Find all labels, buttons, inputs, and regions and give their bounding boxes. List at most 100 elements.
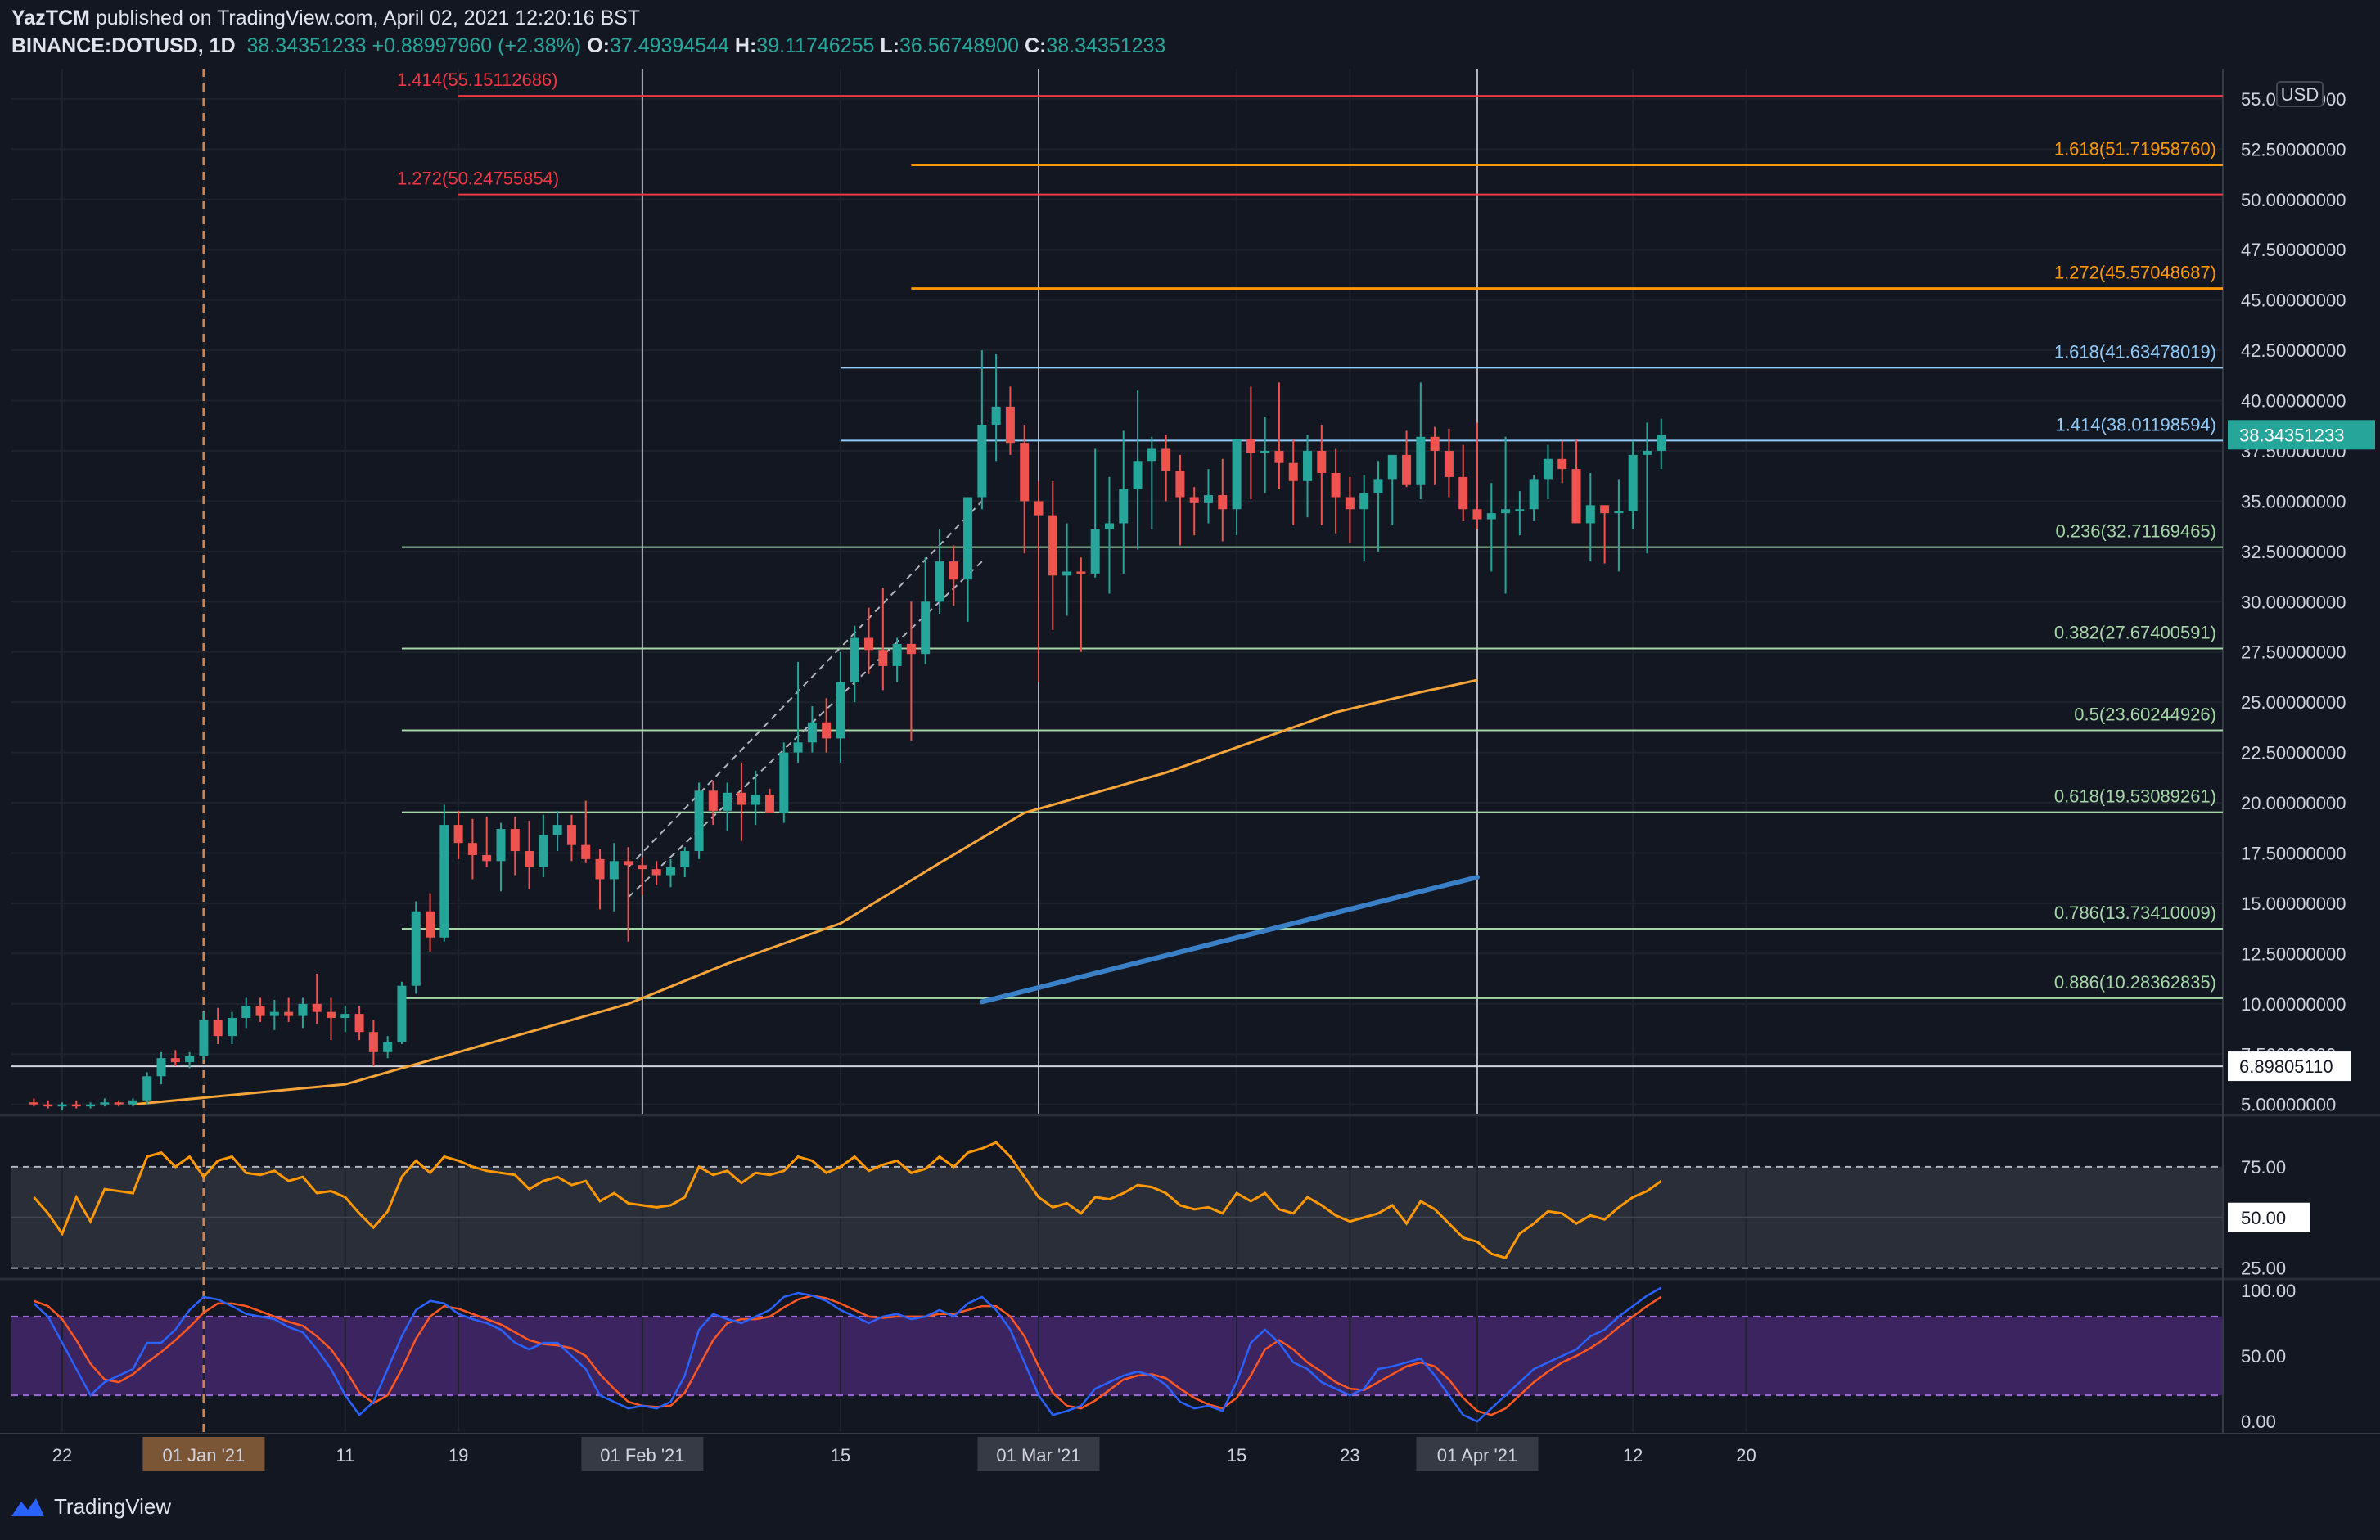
publish-info: YazTCM published on TradingView.com, Apr… (11, 7, 640, 30)
time-tick-label: 15 (831, 1445, 850, 1466)
chart-header: YazTCM published on TradingView.com, Apr… (0, 0, 2380, 64)
candle-body (1557, 458, 1567, 470)
candle-body (510, 829, 520, 852)
time-tick-label: 12 (1623, 1445, 1643, 1466)
candle-body (1147, 448, 1156, 462)
candle-body (694, 790, 704, 852)
candle-body (836, 682, 845, 739)
stoch-d-line (33, 1294, 1662, 1416)
candle-body (43, 1104, 53, 1107)
candle-body (199, 1020, 209, 1056)
candle-body (1486, 513, 1496, 520)
candle-body (1090, 529, 1100, 574)
candle-body (439, 825, 449, 938)
ohlc-legend: BINANCE:DOTUSD, 1D 38.34351233 +0.889979… (11, 34, 1165, 58)
price-tick-label: 35.00000000 (2241, 491, 2346, 511)
candle-body (779, 752, 789, 813)
rsi-current-label: 50.00 (2241, 1208, 2286, 1228)
candle-body (1614, 511, 1624, 514)
candle-body (185, 1056, 195, 1063)
candle-body (793, 742, 803, 753)
candle-body (1331, 472, 1341, 498)
price-tick-label: 42.50000000 (2241, 340, 2346, 361)
tradingview-brand: TradingView (54, 1494, 172, 1519)
candle-body (128, 1100, 137, 1105)
price-tick-label: 47.50000000 (2241, 240, 2346, 260)
fib-label: 1.414(55.15112686) (397, 70, 558, 90)
price-tick-label: 50.00000000 (2241, 190, 2346, 210)
candle-body (850, 637, 859, 682)
candle-body (368, 1032, 378, 1052)
candle-body (977, 425, 987, 498)
candle-body (1260, 450, 1270, 453)
price-tick-label: 5.00000000 (2241, 1095, 2336, 1115)
stoch-tick-label: 50.00 (2241, 1346, 2286, 1367)
candle-body (1657, 435, 1666, 451)
candle-body (411, 911, 421, 986)
candle-body (1628, 454, 1638, 511)
channel-line (627, 500, 983, 868)
price-tick-label: 20.00000000 (2241, 793, 2346, 813)
candle-body (991, 406, 1001, 426)
fib-label: 1.272(45.57048687) (2054, 263, 2216, 283)
time-tick-label: 11 (336, 1445, 354, 1466)
rsi-tick-label: 75.00 (2241, 1157, 2286, 1178)
price-tick-label: 30.00000000 (2241, 592, 2346, 612)
price-tick-label: 52.50000000 (2241, 139, 2346, 160)
publisher-name[interactable]: YazTCM (11, 7, 90, 29)
rsi-current-badge (2228, 1202, 2310, 1232)
candle-body (935, 561, 944, 602)
candle-body (737, 792, 746, 805)
candle-body (552, 825, 562, 835)
candle-body (241, 1006, 251, 1019)
candle-body (1062, 571, 1072, 576)
candle-body (1161, 448, 1171, 471)
currency-box (2276, 81, 2324, 107)
candle-body (1020, 443, 1030, 502)
high-value: 39.11746255 (756, 34, 875, 57)
candle-body (1359, 493, 1369, 510)
marker-price-label: 6.89805110 (2239, 1056, 2333, 1077)
tradingview-logo[interactable]: TradingView (10, 1494, 171, 1520)
time-label-badge (977, 1437, 1100, 1471)
candle-body (822, 722, 832, 739)
candle-body (284, 1011, 294, 1016)
price-tick-label: 15.00000000 (2241, 894, 2346, 914)
grid-lines (11, 69, 2223, 1432)
symbol-label[interactable]: BINANCE:DOTUSD, 1D (11, 34, 236, 57)
time-tick-label: 01 Jan '21 (162, 1445, 245, 1466)
candle-body (1543, 458, 1553, 480)
candle-body (921, 601, 931, 655)
candle-body (156, 1058, 166, 1077)
time-tick-label: 01 Feb '21 (600, 1445, 684, 1466)
open-label: O: (587, 34, 610, 57)
price-axis: 55.0000000052.5000000050.0000000047.5000… (2228, 81, 2375, 1115)
candle-body (1119, 489, 1129, 524)
time-tick-label: 19 (449, 1445, 468, 1466)
low-value: 36.56748900 (899, 34, 1019, 57)
candle-body (1274, 450, 1284, 463)
candle-body (864, 637, 874, 651)
candle-body (1402, 454, 1412, 485)
candle-body (114, 1102, 124, 1105)
candle-body (1501, 509, 1511, 514)
candle-body (142, 1076, 152, 1101)
stoch-pane: 100.00 50.00 0.00 (11, 1281, 2296, 1432)
candle-body (892, 643, 902, 666)
price-tick-label: 22.50000000 (2241, 743, 2346, 763)
candle-body (1529, 479, 1539, 510)
time-tick-label: 01 Mar '21 (996, 1445, 1080, 1466)
time-label-badge (581, 1437, 704, 1471)
candle-body (453, 825, 463, 844)
candle-body (213, 1020, 223, 1037)
candle-body (1303, 450, 1313, 481)
candle-body (86, 1104, 96, 1107)
candle-body (1048, 515, 1057, 576)
candle-body (680, 851, 690, 867)
chart-background (0, 64, 2380, 1540)
candle-body (29, 1102, 38, 1105)
candle-body (765, 795, 774, 813)
candle-body (1232, 439, 1242, 510)
stoch-band (11, 1316, 2223, 1396)
